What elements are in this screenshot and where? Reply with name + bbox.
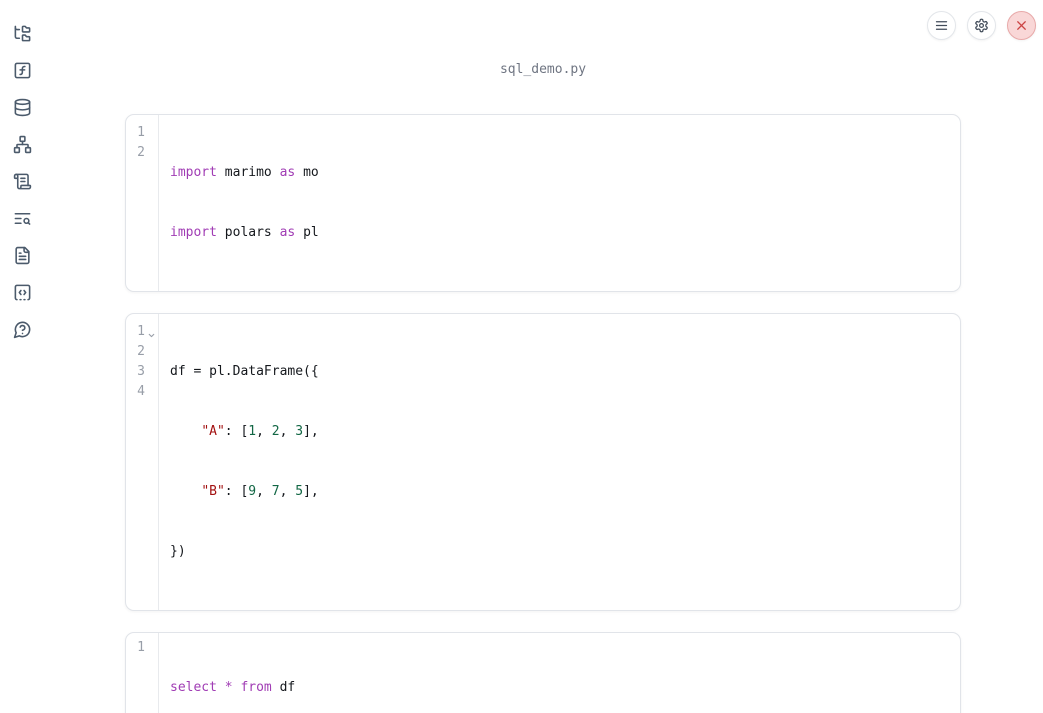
- code-token: df: [271, 680, 296, 695]
- code-token: 3: [295, 424, 304, 439]
- code-snippets-icon[interactable]: [13, 283, 32, 302]
- line-number-gutter: 1 2: [126, 115, 159, 291]
- helper-panel-sidebar: [0, 0, 44, 713]
- code-token: : [: [224, 424, 249, 439]
- function-square-icon[interactable]: [13, 61, 32, 80]
- line-number-gutter: 1: [126, 633, 159, 713]
- scroll-text-icon[interactable]: [13, 172, 32, 191]
- code-token: 1: [248, 424, 257, 439]
- code-token: "B": [201, 484, 225, 499]
- file-text-icon[interactable]: [13, 246, 32, 265]
- code-token: ],: [303, 484, 319, 499]
- code-token: [170, 424, 201, 439]
- database-icon[interactable]: [13, 98, 32, 117]
- code-token: marimo: [216, 165, 280, 180]
- code-token: mo: [295, 165, 319, 180]
- code-token: : [: [224, 484, 249, 499]
- code-token: import: [170, 165, 217, 180]
- sql-editor[interactable]: select * from df: [159, 633, 960, 713]
- notebook-main: sql_demo.py 1 2 import marimo as mo impo…: [125, 0, 961, 713]
- code-token: 7: [271, 484, 280, 499]
- settings-button[interactable]: [967, 11, 996, 40]
- code-token: [170, 484, 201, 499]
- fold-chevron-icon[interactable]: [147, 327, 156, 338]
- code-token: ,: [279, 424, 296, 439]
- notebook-actions: [927, 11, 1036, 40]
- code-token: polars: [216, 225, 280, 240]
- code-token: ,: [279, 484, 296, 499]
- code-token: pl: [295, 225, 319, 240]
- shutdown-button[interactable]: [1007, 11, 1036, 40]
- code-token: select * from: [170, 680, 272, 695]
- code-token: as: [279, 165, 296, 180]
- file-tree-icon[interactable]: [13, 24, 32, 43]
- code-token: 5: [295, 484, 304, 499]
- code-token: ],: [303, 424, 319, 439]
- help-chat-icon[interactable]: [13, 320, 32, 339]
- code-editor[interactable]: import marimo as mo import polars as pl: [159, 115, 960, 291]
- code-token: "A": [201, 424, 225, 439]
- code-token: import: [170, 225, 217, 240]
- menu-button[interactable]: [927, 11, 956, 40]
- code-token: 9: [248, 484, 257, 499]
- code-cell-imports: 1 2 import marimo as mo import polars as…: [125, 114, 961, 292]
- code-token: }): [170, 544, 186, 559]
- code-token: df = pl.DataFrame({: [170, 364, 319, 379]
- code-editor[interactable]: df = pl.DataFrame({ "A": [1, 2, 3], "B":…: [159, 314, 960, 610]
- code-token: ,: [256, 424, 272, 439]
- code-token: as: [279, 225, 296, 240]
- code-token: 2: [271, 424, 280, 439]
- notebook-filename[interactable]: sql_demo.py: [499, 62, 587, 77]
- dependency-network-icon[interactable]: [13, 135, 32, 154]
- sql-cell: 1 select * from df Output variable: sql …: [125, 632, 961, 713]
- code-token: ,: [256, 484, 272, 499]
- line-number-gutter: 1 2 3 4: [126, 314, 159, 610]
- text-search-icon[interactable]: [13, 209, 32, 228]
- code-cell-dataframe: 1 2 3 4 df = pl.DataFrame({ "A": [1, 2, …: [125, 313, 961, 611]
